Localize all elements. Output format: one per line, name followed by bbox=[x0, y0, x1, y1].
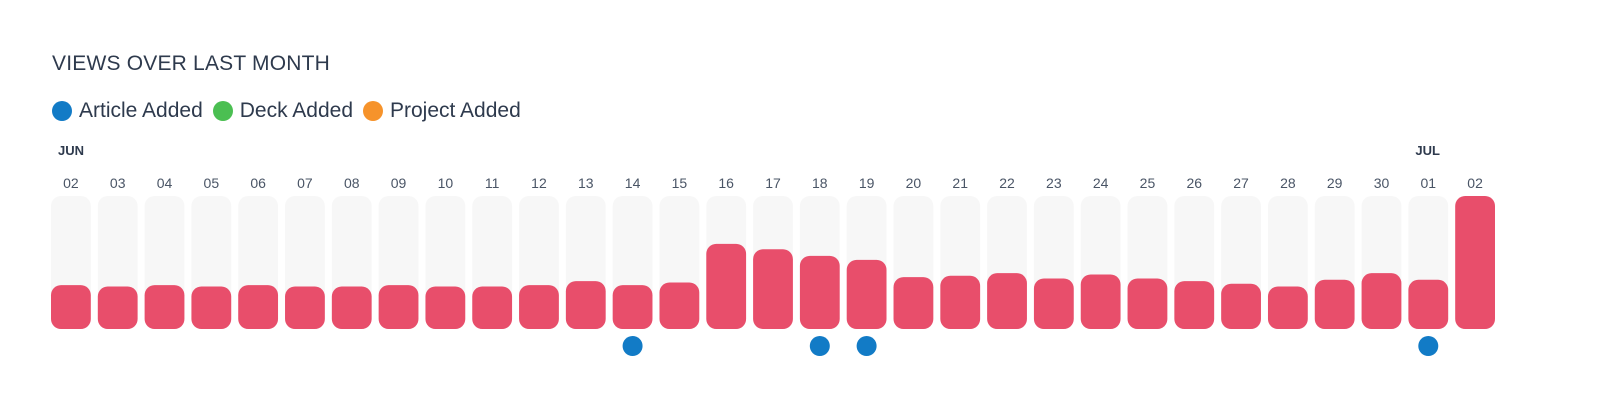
views-bar bbox=[1221, 283, 1261, 329]
day-label: 19 bbox=[859, 175, 875, 191]
legend-item-project: Project Added bbox=[363, 99, 521, 123]
day-label: 03 bbox=[110, 175, 126, 191]
day-label: 17 bbox=[765, 175, 781, 191]
views-bar bbox=[1127, 278, 1168, 329]
views-bar bbox=[1080, 274, 1121, 329]
views-bar bbox=[1174, 281, 1215, 329]
views-bar bbox=[706, 243, 747, 329]
day-label: 23 bbox=[1046, 175, 1062, 191]
views-bar bbox=[799, 255, 840, 329]
month-label: JUL bbox=[1415, 143, 1440, 158]
views-bar bbox=[940, 275, 981, 329]
article-dot-icon bbox=[52, 101, 72, 121]
day-label: 30 bbox=[1374, 175, 1390, 191]
day-label: 24 bbox=[1093, 175, 1109, 191]
day-label: 06 bbox=[250, 175, 266, 191]
day-label: 27 bbox=[1233, 175, 1249, 191]
legend-item-deck: Deck Added bbox=[212, 99, 353, 123]
views-bar bbox=[97, 286, 138, 329]
day-label: 02 bbox=[63, 175, 79, 191]
legend-label-project: Project Added bbox=[390, 99, 521, 122]
day-label: 25 bbox=[1140, 175, 1156, 191]
day-label: 15 bbox=[672, 175, 688, 191]
views-bar bbox=[1361, 273, 1402, 329]
views-bar bbox=[565, 281, 606, 329]
views-bar bbox=[144, 285, 185, 329]
day-label: 13 bbox=[578, 175, 594, 191]
day-label: 28 bbox=[1280, 175, 1296, 191]
month-label: JUN bbox=[58, 143, 84, 158]
views-bar bbox=[519, 285, 559, 329]
views-bar bbox=[612, 285, 653, 329]
day-label: 07 bbox=[297, 175, 313, 191]
day-label: 18 bbox=[812, 175, 828, 191]
day-label: 12 bbox=[531, 175, 547, 191]
day-label: 02 bbox=[1467, 175, 1483, 191]
chart-title: VIEWS OVER LAST MONTH bbox=[52, 52, 331, 75]
views-bar bbox=[1267, 286, 1308, 329]
views-bar bbox=[846, 259, 887, 329]
views-bar bbox=[1408, 279, 1449, 329]
day-label: 26 bbox=[1186, 175, 1202, 191]
views-bar bbox=[191, 286, 232, 329]
day-label: 14 bbox=[625, 175, 641, 191]
article-added-marker bbox=[856, 336, 877, 356]
day-label: 05 bbox=[204, 175, 220, 191]
day-label: 09 bbox=[391, 175, 407, 191]
views-bar bbox=[893, 277, 934, 329]
deck-dot-icon bbox=[212, 101, 233, 121]
legend-label-article: Article Added bbox=[79, 99, 203, 122]
legend: Article Added Deck Added Project Added bbox=[52, 98, 531, 124]
day-label: 08 bbox=[344, 175, 360, 191]
views-bar bbox=[425, 286, 466, 329]
legend-item-article: Article Added bbox=[52, 99, 203, 123]
views-bar bbox=[659, 282, 700, 329]
day-label: 04 bbox=[157, 175, 173, 191]
day-label: 01 bbox=[1421, 175, 1437, 191]
day-label: 21 bbox=[952, 175, 968, 191]
views-bar bbox=[1455, 196, 1495, 329]
views-bar bbox=[1314, 279, 1355, 329]
day-label: 16 bbox=[718, 175, 734, 191]
day-label: 22 bbox=[999, 175, 1015, 191]
legend-label-deck: Deck Added bbox=[239, 99, 353, 122]
day-label: 11 bbox=[485, 175, 500, 191]
views-bar bbox=[987, 273, 1027, 329]
views-bar bbox=[238, 285, 279, 329]
views-bar bbox=[285, 286, 325, 329]
project-dot-icon bbox=[363, 101, 383, 121]
views-bar bbox=[472, 286, 513, 329]
views-bar bbox=[331, 286, 372, 329]
day-label: 10 bbox=[438, 175, 454, 191]
views-bar bbox=[1033, 278, 1074, 329]
article-added-marker bbox=[622, 336, 643, 356]
article-added-marker bbox=[809, 336, 830, 356]
views-bar bbox=[753, 249, 793, 329]
day-label: 29 bbox=[1327, 175, 1343, 191]
article-added-marker bbox=[1418, 336, 1439, 356]
day-label: 20 bbox=[906, 175, 922, 191]
views-bar bbox=[51, 285, 91, 329]
views-bar bbox=[378, 285, 419, 329]
